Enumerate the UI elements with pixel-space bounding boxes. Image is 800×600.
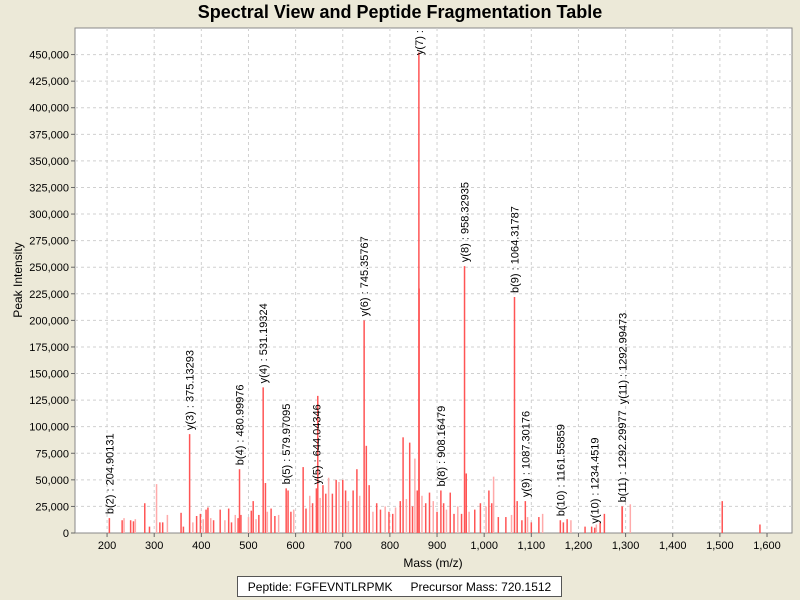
peak-label: b(2) : 204.90131 — [104, 433, 116, 514]
peak-label: b(9) : 1064.31787 — [509, 206, 521, 293]
x-tick-label: 1,400 — [659, 540, 687, 552]
y-tick-label: 25,000 — [35, 501, 69, 513]
x-axis-label: Mass (m/z) — [403, 556, 462, 570]
x-tick-label: 1,100 — [518, 540, 546, 552]
x-tick-label: 700 — [334, 540, 352, 552]
peak-label: b(8) : 908.16479 — [436, 406, 448, 487]
x-axis: 200 300 400 500 600 700 800 900 1,000 1,100 1,200 1… — [98, 533, 781, 552]
peak-label: y(5) : 644.04346 — [311, 404, 323, 484]
y-tick-label: 100,000 — [29, 422, 69, 434]
y-tick-label: 50,000 — [35, 475, 69, 487]
peak-label: y(9) : 1087.30176 — [520, 411, 532, 497]
y-tick-label: 225,000 — [29, 289, 69, 301]
peak-label: b(5) : 579.97095 — [281, 404, 293, 485]
y-tick-label: 0 — [63, 528, 69, 540]
annotations: b(2) : 204.90131 y(3) : 375.13293 b(4) : 4… — [104, 30, 629, 524]
legend-peptide: Peptide: FGFEVNTLRPMK — [247, 579, 393, 594]
y-axis-label: Peak Intensity — [11, 242, 25, 317]
peak-label: b(4) : 480.99976 — [235, 384, 247, 465]
y-tick-label: 250,000 — [29, 262, 69, 274]
peak-label: b(11) : 1292.29977 — [617, 410, 629, 502]
y-tick-label: 375,000 — [29, 129, 69, 141]
y-tick-label: 425,000 — [29, 76, 69, 88]
y-tick-label: 150,000 — [29, 369, 69, 381]
legend: Peptide: FGFEVNTLRPMK Precursor Mass: 72… — [237, 576, 562, 597]
peak-label: y(11) : 1292.99473 — [617, 313, 629, 405]
plot-area — [74, 27, 793, 534]
y-tick-label: 300,000 — [29, 209, 69, 221]
y-tick-label: 75,000 — [35, 448, 69, 460]
peak-label: y(7) : — [414, 30, 426, 55]
peak-label: y(4) : 531.19324 — [258, 303, 270, 383]
peak-label: y(10) : 1234.4519 — [590, 437, 602, 523]
peaks — [108, 52, 761, 533]
x-tick-label: 200 — [98, 540, 116, 552]
x-tick-label: 800 — [381, 540, 399, 552]
y-tick-label: 200,000 — [29, 315, 69, 327]
x-tick-label: 500 — [239, 540, 257, 552]
y-tick-label: 125,000 — [29, 395, 69, 407]
peak-label: y(8) : 958.32935 — [460, 182, 472, 262]
x-tick-label: 400 — [192, 540, 210, 552]
x-tick-label: 1,600 — [753, 540, 781, 552]
x-tick-label: 1,300 — [612, 540, 640, 552]
y-tick-label: 350,000 — [29, 156, 69, 168]
x-tick-label: 1,000 — [470, 540, 498, 552]
x-tick-label: 1,500 — [706, 540, 734, 552]
y-tick-label: 325,000 — [29, 182, 69, 194]
y-tick-label: 175,000 — [29, 342, 69, 354]
y-axis: 0 25,000 50,000 75,000 100,000 125,000 150,000… — [29, 50, 75, 540]
peak-label: y(3) : 375.13293 — [185, 350, 197, 430]
peak-label: y(6) : 745.35767 — [359, 236, 371, 316]
chart-title: Spectral View and Peptide Fragmentation … — [197, 2, 603, 22]
x-tick-label: 600 — [286, 540, 304, 552]
y-tick-label: 400,000 — [29, 103, 69, 115]
y-tick-label: 450,000 — [29, 50, 69, 62]
x-tick-label: 900 — [428, 540, 446, 552]
y-tick-label: 275,000 — [29, 236, 69, 248]
grid — [75, 28, 792, 533]
x-tick-label: 1,200 — [565, 540, 593, 552]
legend-precursor: Precursor Mass: 720.1512 — [410, 579, 552, 594]
x-tick-label: 300 — [145, 540, 163, 552]
peak-label: b(10) : 1161.55859 — [555, 424, 567, 516]
